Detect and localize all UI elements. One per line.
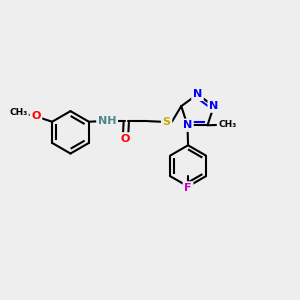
Text: N: N (183, 120, 192, 130)
Text: O: O (121, 134, 130, 144)
Text: N: N (193, 89, 202, 99)
Text: F: F (184, 183, 192, 193)
Text: CH₃: CH₃ (9, 108, 27, 117)
Text: S: S (163, 117, 171, 127)
Text: CH₃: CH₃ (218, 120, 236, 129)
Text: O: O (31, 111, 40, 122)
Text: N: N (209, 101, 218, 111)
Text: NH: NH (98, 116, 116, 126)
